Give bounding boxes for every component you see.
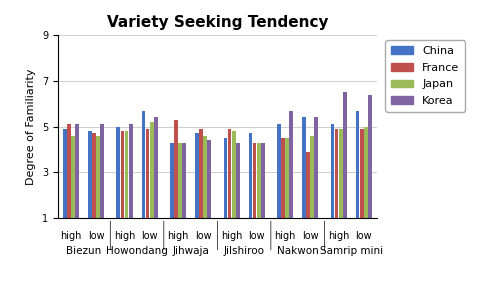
Bar [339, 129, 342, 218]
Text: high: high [60, 231, 82, 241]
Bar [289, 111, 293, 218]
Bar [236, 143, 240, 218]
Text: Biezun: Biezun [66, 246, 101, 256]
Bar [355, 111, 359, 218]
Bar [67, 124, 71, 218]
Bar [232, 131, 236, 218]
Bar [203, 136, 207, 218]
Bar [63, 129, 67, 218]
Bar [183, 143, 186, 218]
Bar [142, 111, 145, 218]
Bar [224, 138, 227, 218]
Bar [330, 124, 334, 218]
Bar [199, 129, 203, 218]
Bar [257, 143, 261, 218]
Text: high: high [328, 231, 349, 241]
Bar [249, 134, 252, 218]
Bar [100, 124, 104, 218]
Bar [285, 138, 289, 218]
Bar [261, 143, 265, 218]
Text: high: high [114, 231, 135, 241]
Text: high: high [274, 231, 296, 241]
Bar [207, 140, 211, 218]
Bar [368, 95, 372, 218]
Bar [116, 127, 120, 218]
Bar [306, 152, 310, 218]
Text: low: low [302, 231, 318, 241]
Legend: China, France, Japan, Korea: China, France, Japan, Korea [385, 40, 465, 111]
Text: high: high [221, 231, 242, 241]
Text: low: low [195, 231, 212, 241]
Bar [302, 117, 306, 218]
Bar [88, 131, 92, 218]
Bar [125, 131, 128, 218]
Bar [174, 120, 178, 218]
Bar [170, 143, 174, 218]
Bar [343, 92, 347, 218]
Title: Variety Seeking Tendency: Variety Seeking Tendency [107, 15, 328, 30]
Bar [154, 117, 157, 218]
Bar [71, 136, 75, 218]
Bar [253, 143, 256, 218]
Bar [364, 127, 368, 218]
Bar [311, 136, 314, 218]
Y-axis label: Degree of Familiarity: Degree of Familiarity [27, 68, 36, 185]
Text: Samrip mini: Samrip mini [320, 246, 383, 256]
Bar [281, 138, 285, 218]
Bar [335, 129, 339, 218]
Bar [96, 136, 100, 218]
Text: low: low [355, 231, 372, 241]
Bar [92, 134, 96, 218]
Bar [121, 131, 124, 218]
Text: Jihwaja: Jihwaja [172, 246, 209, 256]
Bar [178, 143, 182, 218]
Bar [150, 122, 154, 218]
Bar [146, 129, 149, 218]
Text: Jilshiroo: Jilshiroo [224, 246, 265, 256]
Text: Howondang: Howondang [106, 246, 168, 256]
Bar [227, 129, 231, 218]
Bar [360, 129, 364, 218]
Bar [277, 124, 281, 218]
Text: Nakwon: Nakwon [277, 246, 318, 256]
Bar [314, 117, 318, 218]
Bar [195, 134, 199, 218]
Bar [129, 124, 133, 218]
Text: low: low [88, 231, 104, 241]
Text: high: high [168, 231, 189, 241]
Text: low: low [141, 231, 158, 241]
Text: low: low [248, 231, 265, 241]
Bar [75, 124, 79, 218]
